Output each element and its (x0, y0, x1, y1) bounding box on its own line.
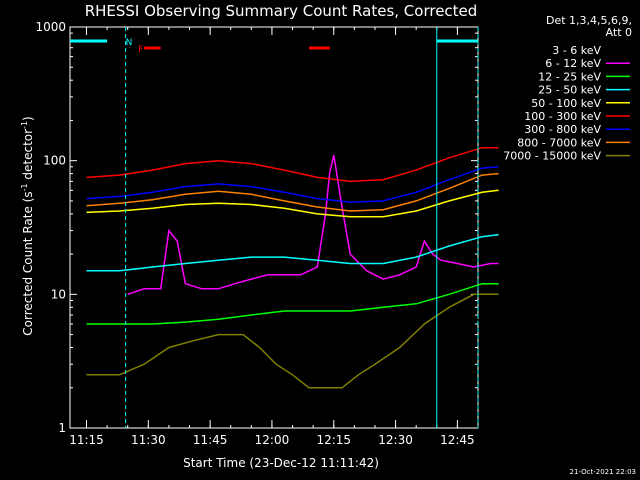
legend-label: 7000 - 15000 keV (503, 150, 601, 163)
legend-label: 12 - 25 keV (538, 70, 601, 83)
chart-title: RHESSI Observing Summary Count Rates, Co… (85, 2, 478, 20)
series-line-1 (127, 154, 499, 296)
y-tick-label: 1000 (35, 20, 66, 34)
flag-label: N (126, 38, 133, 48)
x-tick-label: 12:30 (378, 433, 413, 447)
x-tick-label: 12:15 (316, 433, 351, 447)
y-tick-label: 10 (51, 287, 66, 301)
series-line-2 (86, 282, 499, 325)
x-tick-label: 11:45 (193, 433, 228, 447)
plot-border (69, 26, 479, 429)
plot-timestamp: 21-Oct-2021 22:03 (570, 468, 636, 476)
legend-label: 3 - 6 keV (552, 44, 601, 57)
legend-label: 800 - 7000 keV (517, 136, 601, 149)
y-axis-ticks: 1 10 100 1000 (35, 20, 478, 435)
x-tick-label: 11:15 (69, 433, 104, 447)
legend-label: 25 - 50 keV (538, 84, 601, 97)
y-label-part: detector (21, 129, 35, 184)
series-layer (86, 146, 500, 418)
x-axis-ticks: 11:15 11:30 11:45 12:00 12:15 12:30 12:45 (69, 27, 475, 447)
legend-label: 6 - 12 keV (545, 57, 601, 70)
flag-label: F (138, 45, 143, 55)
flags-layer: NF (70, 27, 479, 428)
legend-label: 50 - 100 keV (531, 97, 601, 110)
legend-header: Det 1,3,4,5,6,9, (546, 14, 632, 27)
legend-label: 300 - 800 keV (524, 123, 601, 136)
x-tick-label: 11:30 (131, 433, 166, 447)
y-label-part: Corrected Count Rate (s (21, 191, 35, 335)
y-label-superscript: -1 (20, 121, 29, 129)
series-line-7 (86, 172, 499, 212)
y-tick-label: 100 (43, 154, 66, 168)
plot-frame (69, 26, 479, 429)
y-axis-label: Corrected Count Rate (s-1 detector-1) (20, 116, 35, 335)
x-tick-label: 12:00 (255, 433, 290, 447)
y-label-part: ) (21, 116, 35, 121)
y-label-superscript: -1 (20, 183, 29, 191)
legend-header: Att 0 (606, 26, 632, 39)
series-line-3 (86, 233, 499, 272)
series-line-6 (86, 166, 499, 203)
x-axis-label: Start Time (23-Dec-12 11:11:42) (183, 456, 379, 470)
y-tick-label: 1 (58, 421, 66, 435)
series-line-5 (86, 146, 499, 183)
legend-label: 100 - 300 keV (524, 110, 601, 123)
series-line-4 (86, 189, 499, 218)
series-line-8 (86, 293, 499, 389)
x-tick-label: 12:45 (440, 433, 475, 447)
